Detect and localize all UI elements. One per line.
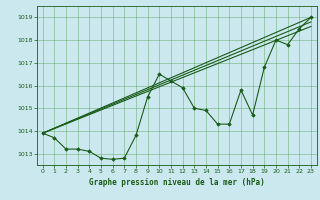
X-axis label: Graphe pression niveau de la mer (hPa): Graphe pression niveau de la mer (hPa) bbox=[89, 178, 265, 187]
